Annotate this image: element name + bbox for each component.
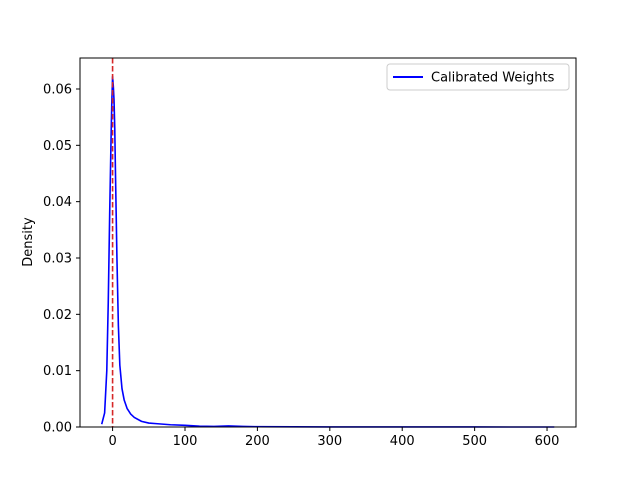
x-axis-ticks: 0 100 200 300 400 500 600 [108, 427, 559, 449]
y-tick-label: 0.00 [43, 421, 72, 436]
y-axis-ticks: 0.00 0.01 0.02 0.03 0.04 0.05 0.06 [43, 82, 80, 436]
legend-label-calibrated-weights: Calibrated Weights [431, 71, 555, 86]
x-tick-label: 0 [108, 434, 116, 449]
legend-box [386, 63, 570, 91]
y-tick-label: 0.01 [43, 364, 72, 379]
x-tick-label: 500 [462, 434, 487, 449]
y-tick-label: 0.06 [43, 82, 72, 97]
y-tick-label: 0.05 [43, 139, 72, 154]
x-tick-label: 300 [317, 434, 342, 449]
y-tick-label: 0.02 [43, 308, 72, 323]
legend: Calibrated Weights [386, 63, 570, 91]
axes-frame [79, 57, 577, 428]
x-tick-label: 200 [245, 434, 270, 449]
y-axis-label: Density [21, 217, 36, 267]
y-tick-label: 0.04 [43, 195, 72, 210]
y-tick-label: 0.03 [43, 251, 72, 266]
x-tick-label: 600 [535, 434, 560, 449]
x-tick-label: 100 [173, 434, 198, 449]
x-tick-label: 400 [390, 434, 415, 449]
